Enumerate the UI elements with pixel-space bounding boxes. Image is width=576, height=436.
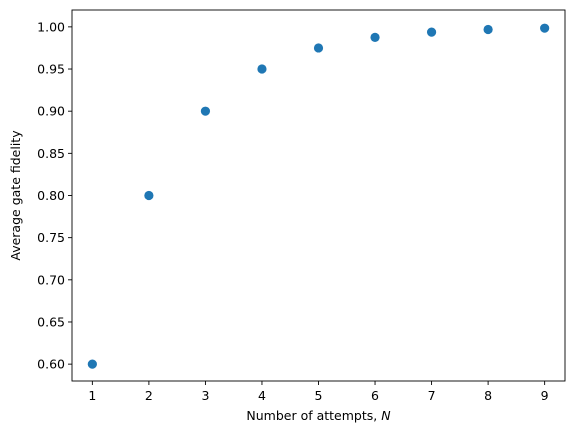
x-tick-label: 1 [88, 388, 96, 403]
y-tick-label: 0.60 [37, 357, 65, 372]
x-axis-title-variable: N [381, 408, 391, 423]
y-tick-label: 0.85 [37, 146, 65, 161]
x-axis-title-text: Number of attempts, [246, 408, 381, 423]
data-point [144, 190, 154, 201]
data-point [313, 43, 324, 53]
y-tick-label: 1.00 [37, 19, 65, 34]
data-point [87, 359, 97, 369]
data-point [426, 27, 437, 37]
x-tick-label: 5 [315, 388, 323, 403]
data-point [200, 106, 211, 116]
data-point [370, 32, 380, 43]
data-points [87, 23, 550, 369]
x-tick-label: 2 [145, 388, 153, 403]
y-tick-label: 0.90 [37, 104, 65, 119]
y-tick-label: 0.65 [37, 314, 65, 329]
y-tick-label: 0.80 [37, 188, 65, 203]
x-tick-label: 9 [541, 388, 549, 403]
x-tick-label: 7 [428, 388, 436, 403]
y-tick-label: 0.70 [37, 272, 65, 287]
x-tick-label: 6 [371, 388, 379, 403]
x-axis-title: Number of attempts, N [246, 408, 391, 423]
data-point [257, 64, 267, 74]
y-tick-label: 0.95 [37, 62, 65, 77]
x-tick-label: 4 [258, 388, 266, 403]
x-axis-ticks: 1 2 3 4 5 6 7 8 9 [88, 381, 549, 403]
y-tick-label: 0.75 [37, 230, 65, 245]
y-axis-ticks: 0.60 0.65 0.70 0.75 0.80 0.85 0.90 0.95 1.00 [37, 19, 72, 372]
y-axis-title: Average gate fidelity [8, 130, 23, 261]
x-tick-label: 3 [201, 388, 209, 403]
data-point [483, 24, 493, 35]
data-point [540, 23, 550, 33]
x-tick-label: 8 [484, 388, 492, 403]
